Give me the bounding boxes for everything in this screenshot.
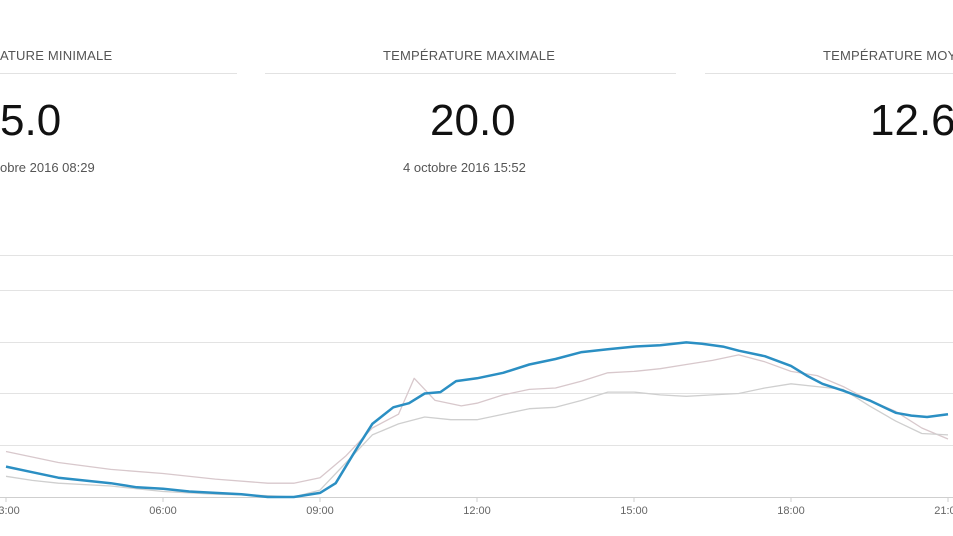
stat-avg-divider [705,73,953,74]
stat-max-value: 20.0 [430,96,516,145]
stat-min-divider [0,73,237,74]
series-line-reference-2 [5,383,949,498]
stat-max-divider [265,73,676,74]
stat-min-label: ATURE MINIMALE [0,48,113,63]
stat-min-date: obre 2016 08:29 [0,160,95,175]
stat-avg-label: TEMPÉRATURE MOY [823,48,953,63]
stat-min-value: 5.0 [0,96,62,145]
x-tick-label: 09:00 [306,505,334,517]
stat-max-date: 4 octobre 2016 15:52 [403,160,526,175]
x-tick-label: 21:00 [934,505,953,517]
series-line-main [5,341,949,499]
chart-series [5,341,949,499]
x-tick-label: 03:00 [0,505,20,517]
x-tick-label: 06:00 [149,505,177,517]
x-tick-label: 12:00 [463,505,491,517]
x-tick-label: 15:00 [620,505,648,517]
stat-avg-value: 12.6 [870,96,953,145]
chart-grid [0,255,953,498]
stat-max-label: TEMPÉRATURE MAXIMALE [383,48,556,63]
x-tick-label: 18:00 [777,505,805,517]
chart-x-axis: 03:00 06:00 09:00 12:00 15:00 18:00 21:00 [0,497,953,517]
